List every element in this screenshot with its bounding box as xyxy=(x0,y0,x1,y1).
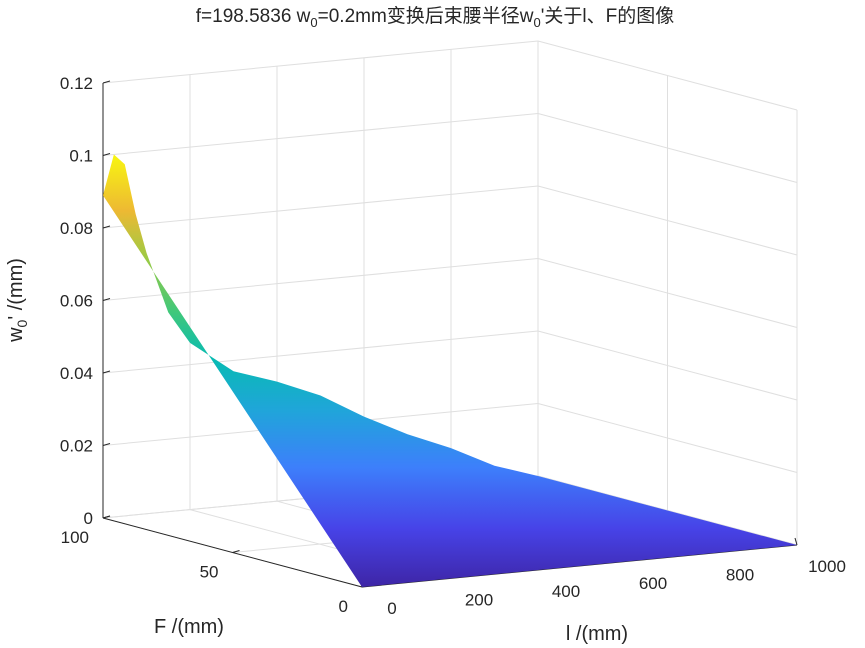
surface-layer xyxy=(103,154,797,587)
x-tick-label: 200 xyxy=(465,591,493,610)
grid-line xyxy=(537,113,798,183)
y-tick-labels: 0 50 100 xyxy=(61,528,348,616)
x-tick-labels: 0 200 400 600 800 1000 xyxy=(387,557,846,618)
x-tick-label: 800 xyxy=(726,565,754,584)
y-tick-label: 50 xyxy=(200,563,219,582)
y-tick-label: 100 xyxy=(61,528,89,547)
z-tick-label: 0 xyxy=(84,509,93,528)
z-tick-label: 0.04 xyxy=(60,364,93,383)
z-tick-mark xyxy=(102,443,111,446)
grid-line xyxy=(537,40,798,111)
y-tick-label: 0 xyxy=(339,597,348,616)
x-axis-label: l /(mm) xyxy=(566,623,628,645)
x-tick-label: 600 xyxy=(639,574,667,593)
grid-line xyxy=(537,185,798,256)
z-tick-label: 0.12 xyxy=(60,74,93,93)
x-tick-label: 1000 xyxy=(808,557,846,576)
z-axis-label: w0' /(mm) xyxy=(5,258,30,343)
grid-line xyxy=(537,403,798,473)
grid-line xyxy=(102,185,539,229)
z-tick-mark xyxy=(102,225,111,229)
grid-line xyxy=(537,258,798,328)
grid-line xyxy=(102,258,539,301)
x-tick-mark xyxy=(794,537,798,546)
y-axis-label: F /(mm) xyxy=(154,616,224,638)
grid-line xyxy=(102,40,539,84)
grid-line xyxy=(102,330,539,374)
z-tick-labels: 0 0.02 0.04 0.06 0.08 0.1 0.12 xyxy=(60,74,93,528)
x-tick-label: 0 xyxy=(387,599,396,618)
z-tick-mark xyxy=(102,370,111,374)
grid-line xyxy=(102,113,539,156)
chart-title: f=198.5836 w0=0.2mm变换后束腰半径w0'关于l、F的图像 xyxy=(196,5,674,30)
z-tick-label: 0.1 xyxy=(69,147,93,166)
x-tick-label: 400 xyxy=(552,582,580,601)
z-tick-mark xyxy=(102,153,111,156)
z-tick-label: 0.06 xyxy=(60,292,93,311)
z-tick-label: 0.08 xyxy=(60,219,93,238)
z-tick-mark xyxy=(102,80,111,84)
w0-surface xyxy=(103,154,797,587)
z-tick-mark xyxy=(102,298,111,301)
grid-line xyxy=(537,330,798,401)
z-tick-mark xyxy=(102,515,111,519)
y-tick-mark xyxy=(232,550,240,553)
z-tick-label: 0.02 xyxy=(60,437,93,456)
